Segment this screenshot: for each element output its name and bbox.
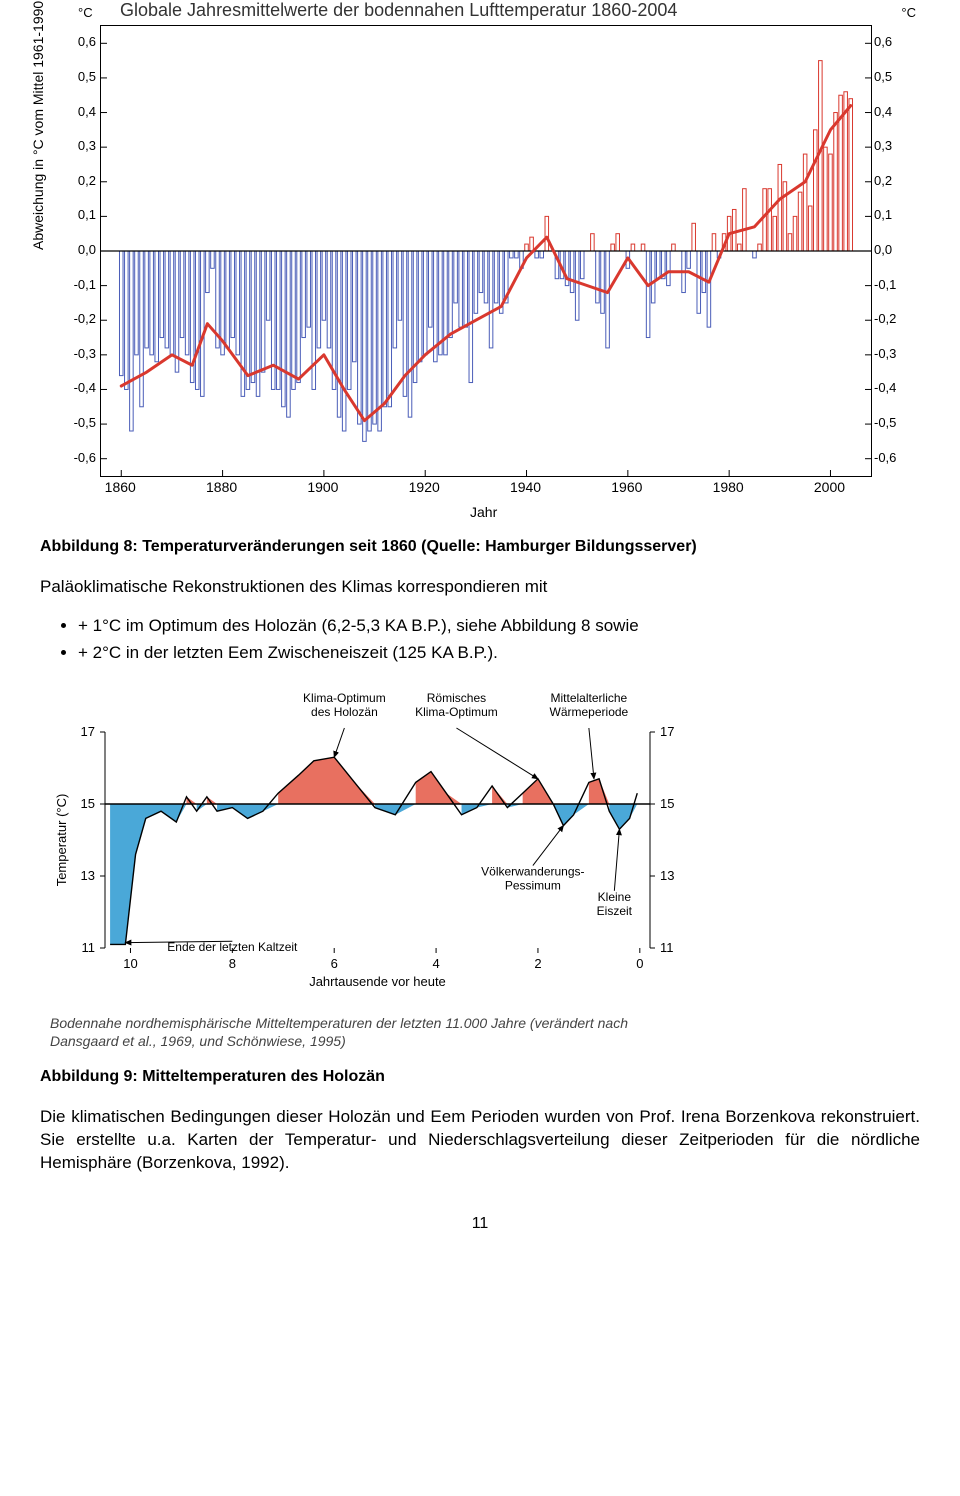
chart1-ytick-label: 0,6 (874, 34, 904, 49)
chart1-ytick-label: -0,6 (66, 450, 96, 465)
chart1-ytick-label: 0,5 (66, 69, 96, 84)
svg-text:Jahrtausende vor heute: Jahrtausende vor heute (309, 974, 446, 989)
svg-text:13: 13 (81, 868, 95, 883)
chart1-xtick-label: 1900 (307, 479, 338, 495)
para-intro: Paläoklimatische Rekonstruktionen des Kl… (40, 576, 920, 599)
chart1-ytick-label: -0,4 (874, 380, 904, 395)
bullet-list: + 1°C im Optimum des Holozän (6,2-5,3 KA… (40, 613, 920, 666)
chart2-svg: 11 11 13 13 15 15 17 17 10 8 6 4 2 0 Temperatur (°C) Ja… (50, 686, 690, 996)
chart1-ytick-label: -0,5 (874, 415, 904, 430)
svg-text:Wärmeperiode: Wärmeperiode (550, 705, 629, 719)
para-conclusion: Die klimatischen Bedingungen dieser Holo… (40, 1106, 920, 1175)
svg-text:10: 10 (123, 956, 137, 971)
chart1-xtick-label: 1940 (510, 479, 541, 495)
chart1-xtick-label: 1980 (713, 479, 744, 495)
chart1-ytick-label: -0,3 (66, 346, 96, 361)
chart1-ytick-label: 0,3 (66, 138, 96, 153)
figure9-caption: Abbildung 9: Mitteltemperaturen des Holo… (40, 1068, 920, 1086)
chart1-ytick-label: 0,2 (874, 173, 904, 188)
chart1-xtick-label: 1860 (105, 479, 136, 495)
svg-text:2: 2 (534, 956, 541, 971)
svg-text:6: 6 (331, 956, 338, 971)
chart1-title: Globale Jahresmittelwerte der bodennahen… (120, 0, 677, 21)
svg-text:4: 4 (432, 956, 439, 971)
chart1-xlabel: Jahr (470, 504, 497, 520)
chart1-xtick-label: 2000 (814, 479, 845, 495)
chart1-ytick-label: 0,0 (66, 242, 96, 257)
chart1-xtick-label: 1920 (409, 479, 440, 495)
svg-text:Klima-Optimum: Klima-Optimum (415, 705, 498, 719)
svg-text:8: 8 (229, 956, 236, 971)
svg-text:17: 17 (660, 724, 674, 739)
svg-text:17: 17 (81, 724, 95, 739)
svg-text:11: 11 (82, 940, 96, 955)
chart1-xtick-label: 1880 (206, 479, 237, 495)
svg-text:Ende der letzten Kaltzeit: Ende der letzten Kaltzeit (167, 940, 298, 954)
svg-text:Temperatur (°C): Temperatur (°C) (54, 794, 69, 887)
holocene-temperature-chart: 11 11 13 13 15 15 17 17 10 8 6 4 2 0 Temperatur (°C) Ja… (50, 686, 690, 996)
bullet-item: + 2°C in der letzten Eem Zwischeneiszeit… (78, 640, 920, 666)
bullet-item: + 1°C im Optimum des Holozän (6,2-5,3 KA… (78, 613, 920, 639)
svg-text:15: 15 (81, 796, 95, 811)
svg-text:13: 13 (660, 868, 674, 883)
chart1-yunit-right: °C (901, 5, 916, 20)
svg-text:Eiszeit: Eiszeit (597, 904, 633, 918)
chart1-ytick-label: -0,4 (66, 380, 96, 395)
svg-text:15: 15 (660, 796, 674, 811)
chart1-svg (101, 26, 871, 476)
chart1-ytick-label: -0,3 (874, 346, 904, 361)
chart1-ytick-label: 0,1 (874, 207, 904, 222)
chart1-ytick-label: -0,5 (66, 415, 96, 430)
chart1-ylabel: Abweichung in °C vom Mittel 1961-1990 (30, 1, 46, 250)
svg-text:Mittelalterliche: Mittelalterliche (551, 691, 628, 705)
page-number: 11 (40, 1215, 920, 1233)
figure8-caption: Abbildung 8: Temperaturveränderungen sei… (40, 538, 920, 556)
svg-text:Völkerwanderungs-: Völkerwanderungs- (481, 865, 584, 879)
chart1-ytick-label: -0,2 (874, 311, 904, 326)
svg-text:Kleine: Kleine (598, 890, 632, 904)
chart2-footnote: Bodennahe nordhemisphärische Mitteltempe… (50, 1014, 690, 1050)
chart1-ytick-label: -0,1 (66, 277, 96, 292)
svg-text:Römisches: Römisches (427, 691, 486, 705)
svg-text:0: 0 (636, 956, 643, 971)
chart1-yunit-left: °C (78, 5, 93, 20)
chart1-ytick-label: 0,0 (874, 242, 904, 257)
chart1-ytick-label: 0,3 (874, 138, 904, 153)
svg-text:des Holozän: des Holozän (311, 705, 378, 719)
chart1-ytick-label: 0,4 (66, 104, 96, 119)
chart1-ytick-label: -0,2 (66, 311, 96, 326)
svg-text:11: 11 (660, 940, 674, 955)
chart1-ytick-label: -0,1 (874, 277, 904, 292)
svg-text:Pessimum: Pessimum (505, 879, 561, 893)
chart1-xtick-label: 1960 (611, 479, 642, 495)
chart1-plot-area (100, 25, 872, 477)
chart1-ytick-label: 0,5 (874, 69, 904, 84)
chart1-ytick-label: 0,4 (874, 104, 904, 119)
svg-text:Klima-Optimum: Klima-Optimum (303, 691, 386, 705)
chart1-ytick-label: 0,1 (66, 207, 96, 222)
chart1-ytick-label: -0,6 (874, 450, 904, 465)
chart1-ytick-label: 0,2 (66, 173, 96, 188)
chart1-ytick-label: 0,6 (66, 34, 96, 49)
temperature-anomaly-chart: Globale Jahresmittelwerte der bodennahen… (40, 0, 920, 520)
